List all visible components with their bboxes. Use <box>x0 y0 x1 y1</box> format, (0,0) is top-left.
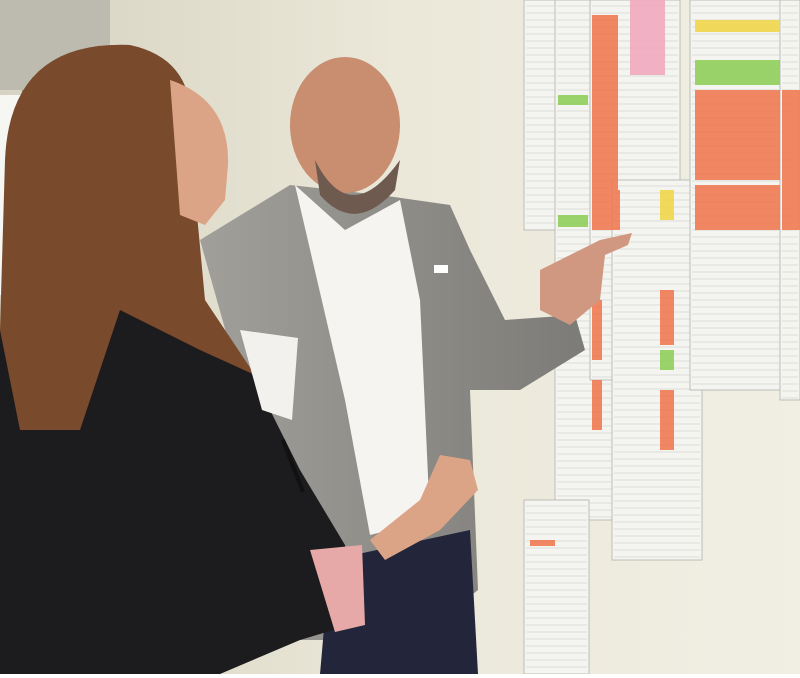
highlighted-cells <box>592 15 618 190</box>
highlighted-cells <box>592 190 620 230</box>
highlighted-cells <box>660 350 674 370</box>
spreadsheet-wall <box>523 0 800 675</box>
highlighted-cells <box>660 390 674 450</box>
highlighted-cells <box>695 185 780 230</box>
notepad <box>240 330 298 420</box>
highlighted-cells <box>695 90 780 180</box>
highlighted-cells <box>592 380 602 430</box>
pen <box>281 439 305 493</box>
woman-hair <box>0 44 255 431</box>
woman-face <box>170 80 229 225</box>
paper-sheet <box>523 499 590 675</box>
highlighted-cells <box>558 95 588 105</box>
woman <box>0 44 478 674</box>
highlighted-cells <box>558 215 588 227</box>
highlighted-cells <box>630 0 665 75</box>
highlighted-cells <box>592 300 602 360</box>
man-hand-pointing <box>540 233 632 325</box>
man-shirt <box>295 185 430 535</box>
highlighted-cells <box>660 190 674 220</box>
pocket-square <box>434 265 448 273</box>
man-head <box>290 57 400 193</box>
highlighted-cells <box>695 60 780 85</box>
highlighted-cells <box>660 290 674 345</box>
man-beard <box>315 160 400 214</box>
woman-hand <box>370 455 478 560</box>
highlighted-cells <box>530 540 555 546</box>
woman-cuff <box>310 545 365 632</box>
highlighted-cells <box>782 90 800 230</box>
highlighted-cells <box>695 20 780 32</box>
